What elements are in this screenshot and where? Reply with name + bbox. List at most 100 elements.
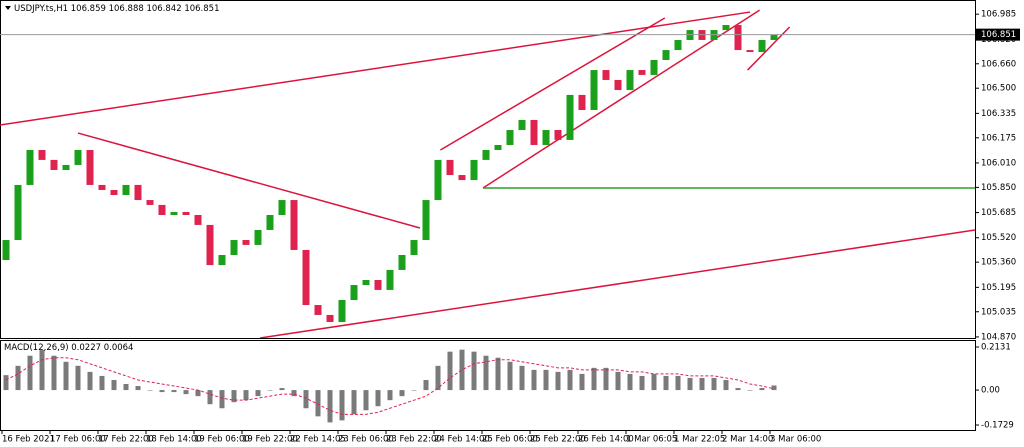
candle [170,211,178,216]
candle [242,240,250,245]
macd-bar [675,375,681,391]
trend-line [0,11,751,126]
candle [206,224,214,266]
macd-bar [339,390,345,421]
low: 106.842 [146,4,181,14]
candle [398,254,406,270]
candle [266,215,274,230]
macd-bar [579,373,585,391]
candle [134,184,142,201]
macd-bar [3,375,9,391]
macd-bar [267,390,273,391]
macd-bar [627,373,633,391]
candle [338,300,346,322]
macd-bar [543,369,549,391]
macd-bar [219,390,225,409]
macd-bar [279,388,285,391]
y-tick-label: 106.500 [981,84,1016,94]
macd-bar [435,365,441,391]
macd-bar [423,379,429,391]
macd-bar [615,371,621,391]
trend-line [259,229,975,338]
macd-bar [243,390,249,401]
candle [218,254,226,266]
y-tick-label: 105.520 [981,233,1016,243]
candle [758,39,766,53]
macd-bar [27,355,33,391]
candle [14,184,22,241]
macd-bar [387,390,393,401]
y-tick-label: 105.195 [981,283,1016,293]
candle [626,70,634,91]
macd-value: 0.0227 [71,343,101,353]
y-tick-label: 105.850 [981,183,1016,193]
candle [590,70,598,111]
candle [446,159,454,176]
candle [62,164,70,170]
candle [674,39,682,51]
macd-plot [3,349,777,423]
macd-bar [507,361,513,391]
macd-panel [0,340,976,431]
x-tick-label: 22 Feb 14:05 [290,435,346,445]
candle [542,130,550,145]
macd-bar [459,349,465,391]
axes: 106.985106.820106.660106.500106.335106.1… [1,10,1020,445]
candle [650,59,658,75]
symbol: USDJPY.ts,H1 [14,4,68,14]
candle [734,25,742,51]
candle [98,184,106,190]
macd-bar [171,390,177,393]
macd-bar [651,373,657,391]
macd-bar [363,390,369,411]
y-tick-label: 106.010 [981,158,1016,168]
macd-bar [51,355,57,391]
macd-label: MACD(12,26,9) [4,343,69,353]
macd-bar [759,388,765,391]
candle [722,25,730,31]
macd-bar [99,375,105,391]
candle [290,200,298,250]
macd-bar [555,371,561,391]
x-tick-label: 26 Feb 14:00 [578,435,634,445]
y-tick-label: 105.035 [981,307,1016,317]
macd-signal [5,357,775,415]
candle [578,94,586,111]
macd-bar [399,390,405,397]
candle [614,79,622,91]
x-tick-label: 23 Feb 06:00 [338,435,394,445]
chart-header: USDJPY.ts,H1 106.859 106.888 106.842 106… [14,4,219,14]
macd-bar [255,390,261,397]
macd-bar [135,386,141,391]
x-tick-label: 18 Feb 14:00 [146,435,202,445]
macd-bar [495,357,501,391]
candle [458,175,466,181]
macd-bar [291,390,297,397]
candle [182,211,190,216]
macd-header: MACD(12,26,9) 0.0227 0.0064 [4,343,133,353]
trend-line [77,132,421,229]
candle [230,240,238,255]
macd-bar [75,365,81,391]
candle [158,204,166,216]
main-plot [0,9,975,338]
price-label: 106.851 [981,30,1016,40]
macd-bar [519,365,525,391]
macd-bar [567,369,573,391]
macd-bar [39,350,45,391]
macd-bar [147,390,153,391]
macd-bar [183,390,189,395]
menu-arrow[interactable] [5,6,11,10]
candle [302,249,310,306]
macd-bar [411,390,417,391]
candle [2,240,10,261]
candle [386,269,394,290]
macd-bar [111,379,117,391]
candle [410,240,418,255]
x-tick-label: 1 Mar 06:05 [626,435,677,445]
macd-bar [123,384,129,391]
candle [26,150,34,185]
candle [278,200,286,216]
x-tick-label: 17 Feb 06:00 [50,435,106,445]
macd-bar [159,390,165,393]
